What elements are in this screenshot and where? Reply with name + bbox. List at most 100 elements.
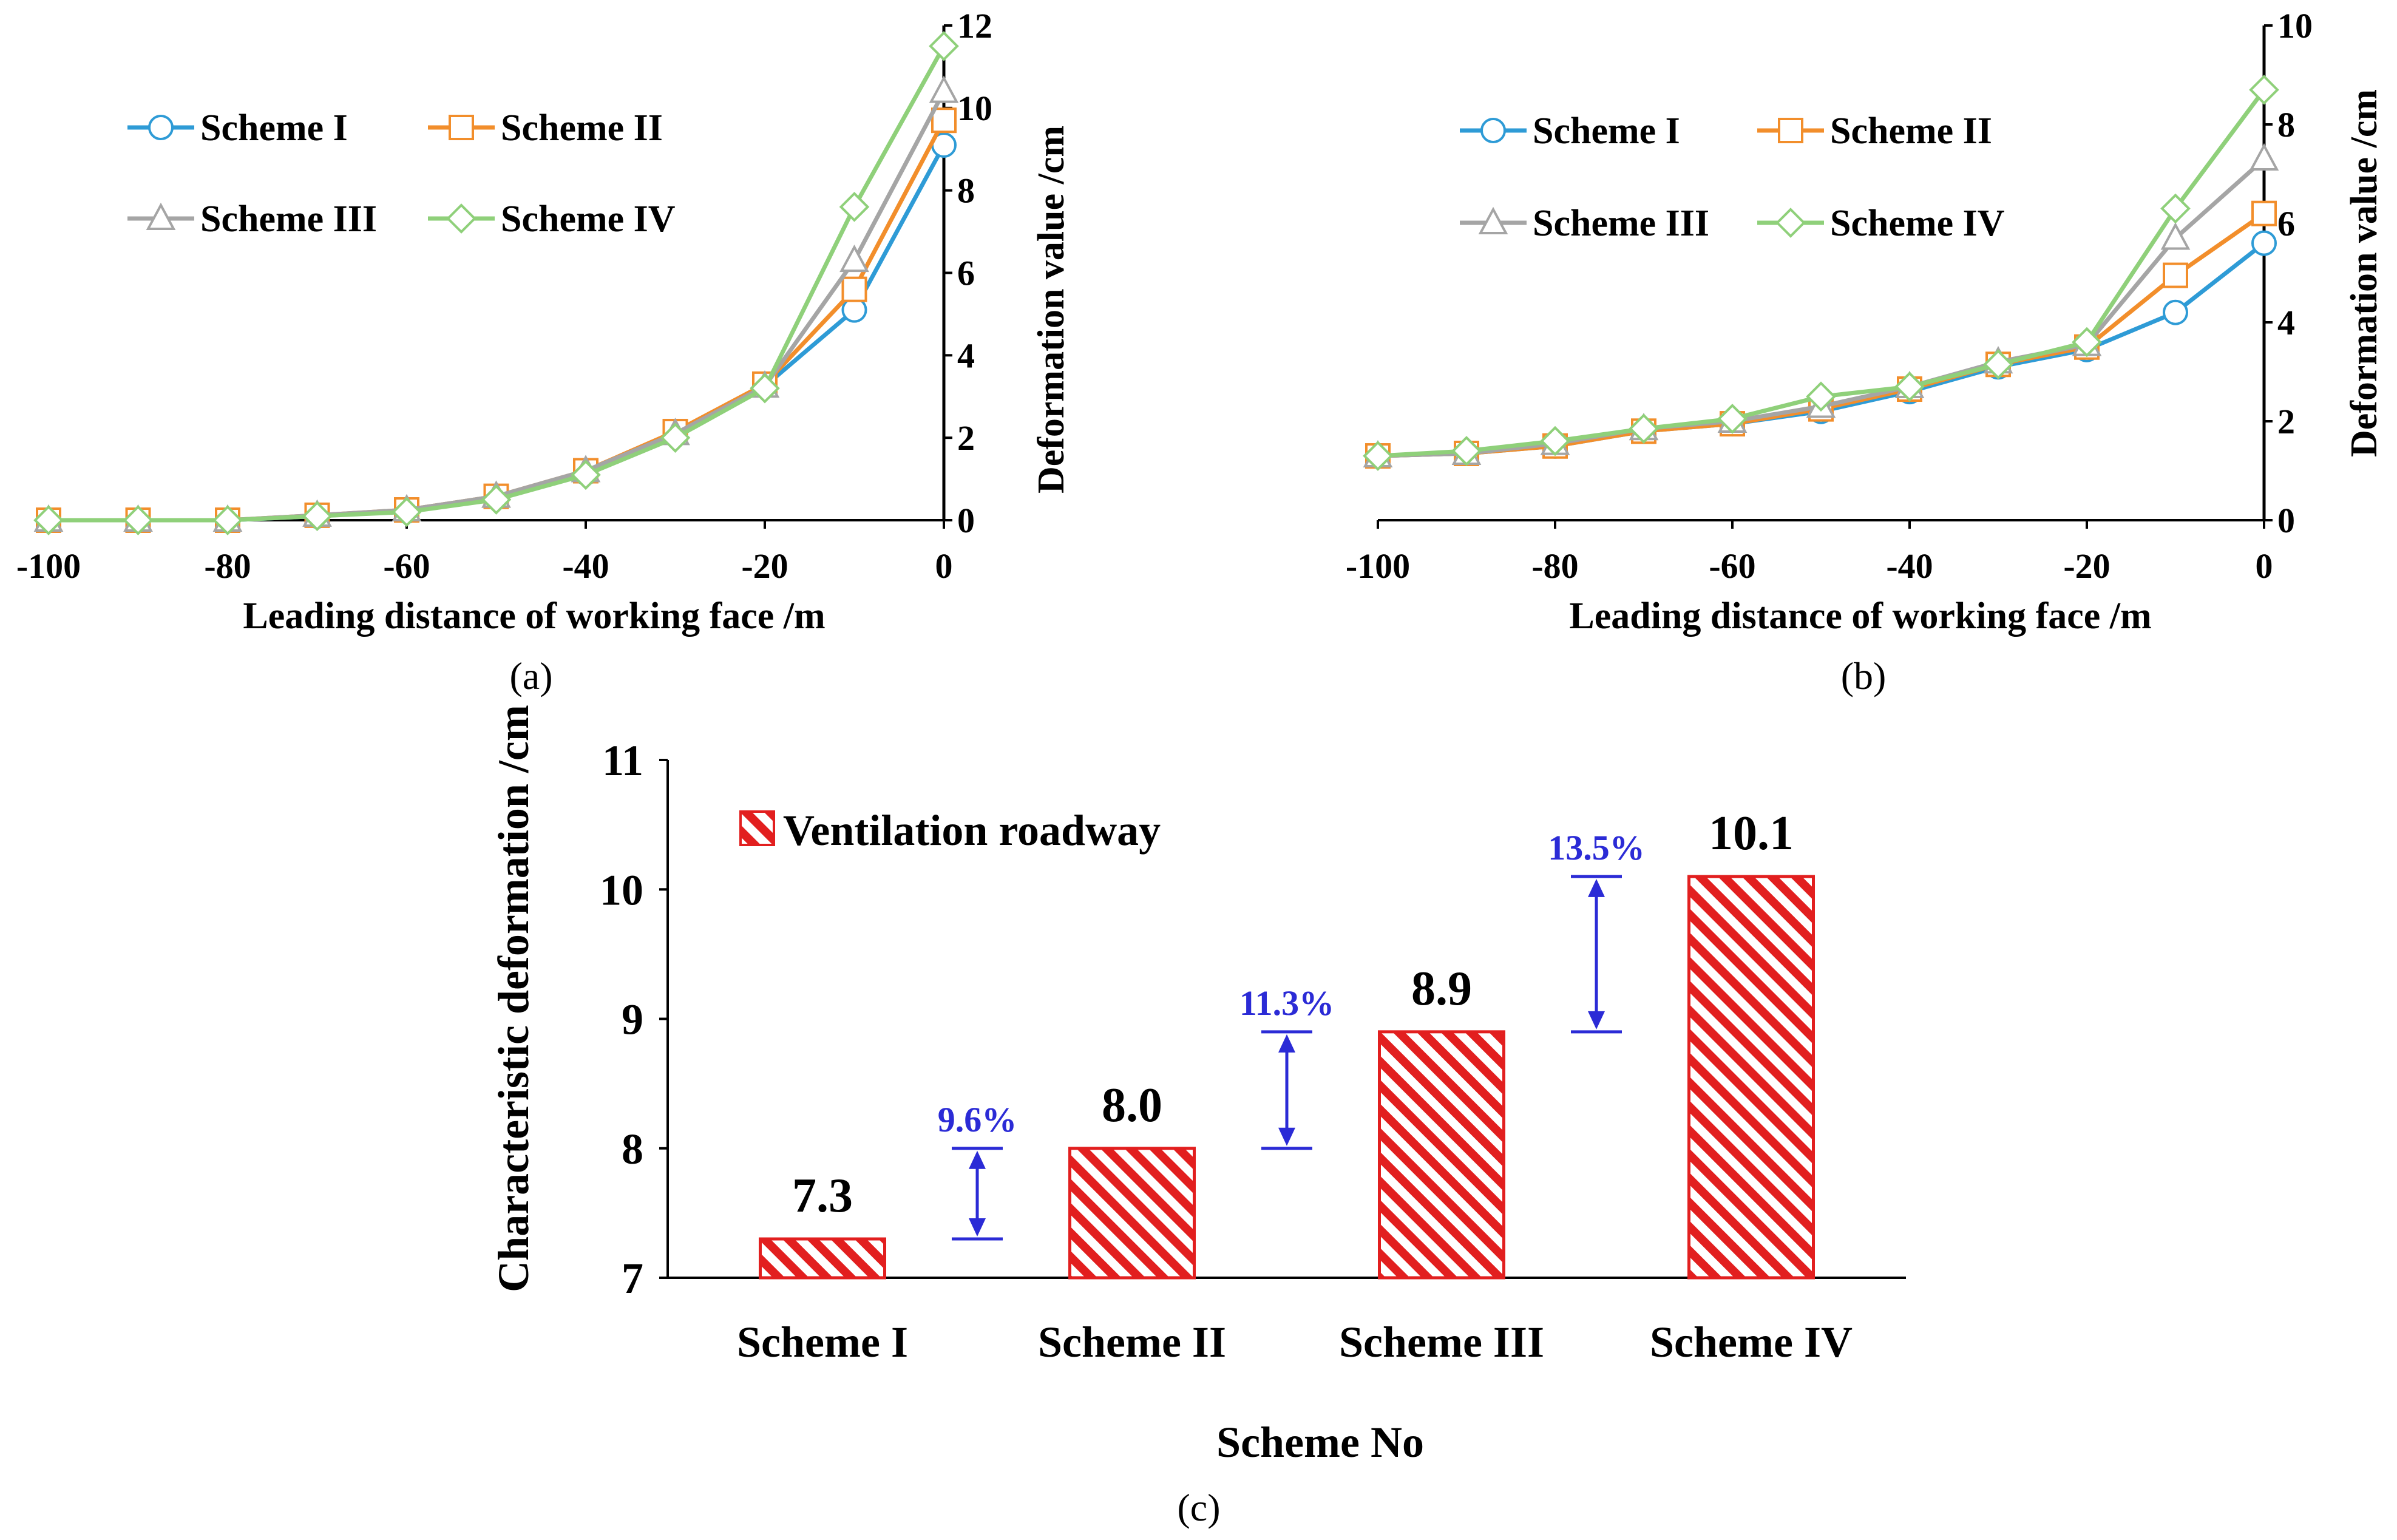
c-bar-1 (759, 1237, 886, 1280)
b-legend-label: Scheme II (1830, 110, 1992, 152)
chart-c: 7 8 9 10 11 7.3 Scheme I 8.0 Scheme II 8.9 Scheme… (489, 705, 1906, 1529)
a-ytick-label: 2 (957, 418, 975, 458)
a-xtick-label: 0 (935, 546, 953, 586)
b-legend-marker (1778, 118, 1803, 143)
b-legend: Scheme I Scheme II Scheme III Scheme IV (1460, 110, 2005, 244)
b-xtick-label: -80 (1531, 546, 1578, 586)
chart-c-legend: Ventilation roadway (739, 806, 1161, 855)
a-xtick-label: -80 (204, 546, 251, 586)
c-bar-3 (1378, 1030, 1505, 1280)
chart-c-xlabel: Scheme No (1216, 1418, 1424, 1467)
chart-c-legend-label: Ventilation roadway (783, 806, 1161, 855)
b-series-4-point (1983, 349, 2013, 380)
a-series-4-point (302, 501, 333, 532)
chart-a: 0 2 4 6 8 10 12 -100 -80 -60 -40 -20 0 Leading dist… (16, 6, 1072, 697)
c-increase-arrowhead-up (1278, 1034, 1295, 1053)
a-xtick-label: -40 (562, 546, 609, 586)
chart-a-xlabel: Leading distance of working face /m (243, 595, 825, 637)
chart-c-panel-label: (c) (1177, 1486, 1220, 1529)
a-series-line-1 (49, 144, 946, 523)
a-legend-label: Scheme IV (501, 198, 676, 240)
chart-b-panel-label: (b) (1841, 654, 1887, 697)
b-series-4-point (1451, 436, 1482, 466)
a-series-2-point (841, 276, 867, 302)
chart-b-xlabel: Leading distance of working face /m (1569, 595, 2151, 637)
a-series-3-point (839, 244, 869, 273)
b-series-1-point (2163, 299, 2188, 325)
a-ytick-label: 8 (957, 171, 975, 211)
a-series-3-point (929, 75, 959, 103)
a-series-4-point (33, 505, 64, 535)
a-series-4-point (839, 192, 870, 222)
b-series-3-point (2249, 143, 2279, 171)
a-legend-label: Scheme III (200, 198, 377, 240)
b-ytick-label: 6 (2277, 204, 2295, 243)
c-increase-label: 13.5% (1548, 828, 1645, 867)
b-xtick-label: -60 (1709, 546, 1755, 586)
a-xtick-label: -60 (383, 546, 430, 586)
chart-c-legend-swatch (739, 810, 775, 846)
c-increase-arrowhead-down (1588, 1011, 1605, 1029)
a-series-line-3 (49, 90, 946, 523)
c-bar-2 (1068, 1147, 1196, 1280)
a-series-4-point (750, 373, 780, 404)
b-xtick-label: 0 (2256, 546, 2273, 586)
a-ytick-label: 12 (957, 6, 992, 46)
a-series-4-point (392, 497, 422, 527)
c-ytick-label: 8 (622, 1125, 643, 1173)
a-xtick-label: -100 (16, 546, 81, 586)
a-legend-marker (449, 115, 474, 140)
a-legend: Scheme I Scheme II Scheme III Scheme IV (127, 107, 676, 240)
chart-b-ylabel: Deformation value /cm (2344, 89, 2385, 457)
b-ytick-label: 8 (2277, 105, 2295, 144)
b-series-4-point (1363, 441, 1393, 471)
a-series-4-point (212, 505, 243, 535)
c-increase-arrowhead-up (1588, 878, 1605, 897)
b-series-4-point (2160, 193, 2191, 224)
b-series-4-point (1629, 413, 1659, 444)
c-bar-value-label: 8.9 (1411, 962, 1472, 1016)
b-legend-label: Scheme III (1533, 203, 1709, 244)
a-legend-marker (446, 203, 476, 234)
chart-b: 0 2 4 6 8 10 -100 -80 -60 -40 -20 0 Leading distan… (1346, 6, 2385, 697)
c-category-label: Scheme II (1038, 1318, 1226, 1366)
a-ytick-label: 0 (957, 501, 975, 540)
b-series-2-point (2251, 200, 2277, 226)
b-series-4-point (1806, 381, 1836, 412)
b-series-4-point (2072, 327, 2102, 358)
b-series-4-point (2249, 75, 2279, 105)
b-series-4-point (1894, 371, 1925, 402)
b-legend-marker (1480, 118, 1506, 143)
a-legend-label: Scheme II (501, 107, 663, 149)
b-xtick-label: -100 (1346, 546, 1410, 586)
a-series-4-point (481, 484, 512, 515)
b-xtick-label: -40 (1886, 546, 1933, 586)
c-category-label: Scheme III (1339, 1318, 1544, 1366)
a-series-4-point (929, 31, 959, 61)
b-ytick-label: 2 (2277, 402, 2295, 441)
c-bar-value-label: 10.1 (1709, 807, 1794, 860)
c-bar-value-label: 8.0 (1102, 1079, 1162, 1132)
a-legend-marker (148, 115, 174, 140)
c-category-label: Scheme I (737, 1318, 908, 1366)
b-series-4-point (1540, 426, 1570, 456)
a-xtick-label: -20 (741, 546, 788, 586)
c-increase-arrowhead-down (1278, 1127, 1295, 1146)
a-series-4-point (571, 460, 601, 490)
c-increase-arrowhead-down (969, 1218, 986, 1237)
a-series-4-point (660, 422, 691, 453)
c-category-label: Scheme IV (1650, 1318, 1853, 1366)
a-series-line-4 (49, 45, 946, 523)
b-series-1-point (2251, 230, 2277, 256)
b-legend-label: Scheme I (1533, 110, 1680, 152)
b-legend-marker (1478, 206, 1508, 234)
c-ytick-label: 10 (600, 866, 643, 914)
b-ytick-label: 0 (2277, 501, 2295, 540)
b-series-3-point (2160, 222, 2191, 250)
b-legend-marker (1775, 208, 1806, 238)
c-bar-value-label: 7.3 (792, 1169, 853, 1223)
c-ytick-label: 11 (602, 736, 643, 785)
chart-a-panel-label: (a) (509, 654, 552, 697)
b-ytick-label: 4 (2277, 303, 2295, 342)
